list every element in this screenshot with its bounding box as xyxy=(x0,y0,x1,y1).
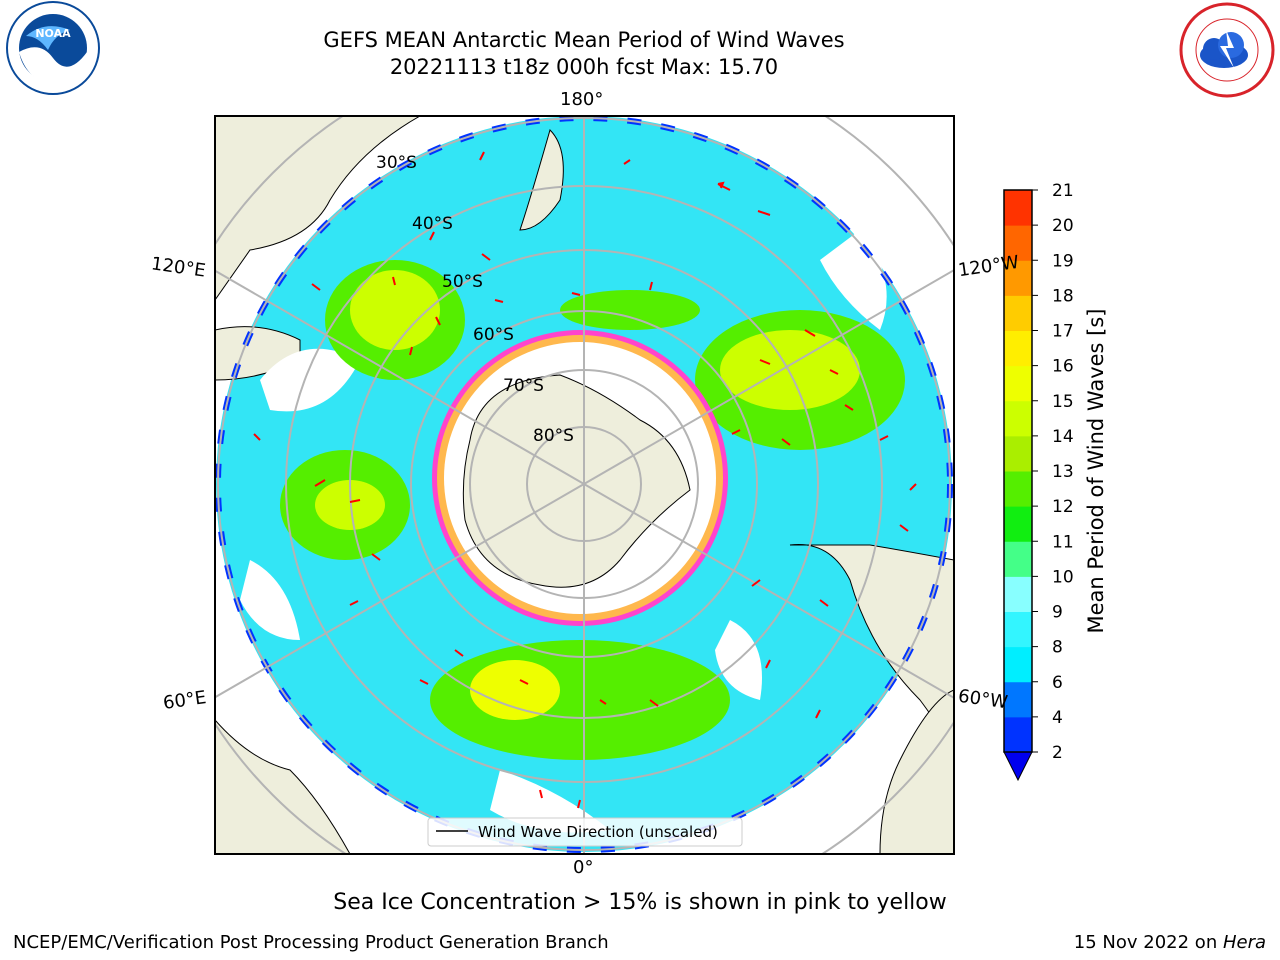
map-frame xyxy=(214,115,955,855)
colorbar-tick-label: 17 xyxy=(1052,322,1074,342)
colorbar-segment xyxy=(1004,365,1032,402)
lon-label-180: 180° xyxy=(560,89,604,110)
colorbar-tick-label: 4 xyxy=(1052,708,1063,728)
colorbar-segment xyxy=(1004,330,1032,367)
colorbar-tick-label: 16 xyxy=(1052,357,1074,377)
nws-logo xyxy=(1179,2,1275,98)
colorbar-tick-label: 15 xyxy=(1052,392,1074,412)
colorbar-tick-label: 11 xyxy=(1052,532,1074,552)
colorbar-segment xyxy=(1004,611,1032,648)
colorbar-tick-label: 14 xyxy=(1052,427,1074,447)
legend-label: Wind Wave Direction (unscaled) xyxy=(478,823,718,841)
chart-title-line1: GEFS MEAN Antarctic Mean Period of Wind … xyxy=(323,28,845,52)
noaa-logo-text: NOAA xyxy=(35,27,71,40)
colorbar-segment xyxy=(1004,506,1032,542)
colorbar-tick-label: 6 xyxy=(1052,673,1063,693)
lat-label-40s: 40°S xyxy=(412,214,453,234)
south-america-land xyxy=(789,543,954,761)
lat-label-60s: 60°S xyxy=(473,325,514,345)
wind-wave-arrows xyxy=(253,151,917,809)
colorbar-tick-label: 8 xyxy=(1052,638,1063,658)
sea-ice-caption: Sea Ice Concentration > 15% is shown in … xyxy=(333,890,947,915)
footer-date: 15 Nov 2022 on Hera xyxy=(1073,932,1266,953)
lat-label-70s: 70°S xyxy=(503,376,544,396)
colorbar-tick-label: 9 xyxy=(1052,603,1063,623)
map-legend: Wind Wave Direction (unscaled) xyxy=(427,817,743,847)
lat-label-80s: 80°S xyxy=(533,426,574,446)
footer-branch: NCEP/EMC/Verification Post Processing Pr… xyxy=(13,932,609,953)
australia-land xyxy=(215,116,422,301)
colorbar-segment xyxy=(1004,471,1032,507)
colorbar-segment xyxy=(1004,576,1032,612)
lat-label-30s: 30°S xyxy=(376,153,417,173)
lon-label-0: 0° xyxy=(573,857,594,878)
colorbar: 2 4 6 8 9 10 11 12 13 14 15 16 17 18 19 20 21 xyxy=(1003,181,1074,782)
noaa-logo: NOAA xyxy=(6,1,100,95)
colorbar-tick-label: 2 xyxy=(1052,743,1063,763)
colorbar-segment xyxy=(1004,435,1032,472)
colorbar-tick-label: 19 xyxy=(1052,251,1074,271)
colorbar-tick-label: 18 xyxy=(1052,286,1074,306)
colorbar-segment xyxy=(1004,400,1032,437)
colorbar-segment xyxy=(1004,541,1032,577)
colorbar-tick-label: 21 xyxy=(1052,181,1074,201)
antarctica-land xyxy=(462,374,691,588)
colorbar-segment xyxy=(1004,260,1032,296)
colorbar-segment xyxy=(1004,716,1032,753)
colorbar-tick-label: 13 xyxy=(1052,462,1074,482)
footer-machine: Hera xyxy=(1222,932,1266,953)
colorbar-tick-label: 12 xyxy=(1052,497,1074,517)
africa-land xyxy=(215,719,351,854)
longitude-gridlines xyxy=(215,116,954,854)
colorbar-segment xyxy=(1004,681,1032,718)
new-zealand-land xyxy=(519,129,564,231)
colorbar-segment xyxy=(1004,190,1032,226)
chart-title-line2: 20221113 t18z 000h fcst Max: 15.70 xyxy=(389,55,779,79)
colorbar-label: Mean Period of Wind Waves [s] xyxy=(1084,308,1108,634)
colorbar-segment xyxy=(1004,225,1032,261)
colorbar-tick-label: 10 xyxy=(1052,567,1074,587)
colorbar-segment xyxy=(1004,295,1032,331)
lat-label-50s: 50°S xyxy=(442,272,483,292)
colorbar-tick-label: 20 xyxy=(1052,216,1074,236)
colorbar-segment xyxy=(1004,646,1032,683)
colorbar-under-arrow xyxy=(1003,751,1033,782)
